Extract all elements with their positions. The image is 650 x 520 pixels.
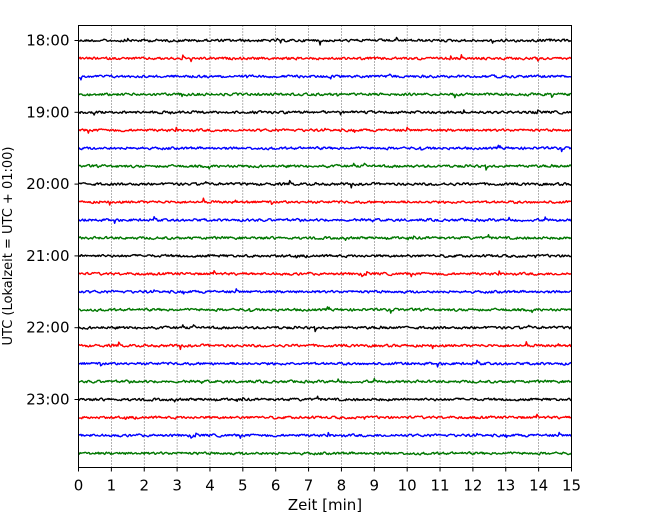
y-axis-label: UTC (Lokalzeit = UTC + 01:00)	[1, 147, 16, 346]
x-tick-label-1: 1	[107, 477, 117, 495]
x-tick-label-13: 13	[496, 477, 515, 495]
trace-line-7	[77, 144, 573, 153]
x-tick-label-0: 0	[74, 477, 84, 495]
trace-group	[77, 36, 573, 456]
trace-line-5	[78, 109, 573, 116]
trace-line-20	[78, 377, 572, 385]
y-tick-label-23:00: 23:00	[26, 391, 69, 409]
y-tick-label-22:00: 22:00	[26, 319, 69, 337]
x-tick-label-6: 6	[271, 477, 281, 495]
trace-line-2	[77, 54, 572, 63]
x-tick-label-12: 12	[463, 477, 482, 495]
x-tick-label-2: 2	[139, 477, 149, 495]
trace-line-15	[77, 288, 572, 295]
trace-line-12	[78, 233, 572, 241]
x-tick-label-9: 9	[370, 477, 380, 495]
x-axis: 0 1 2 3 4 5 6 7 8 9 10 11 12 13 14 15	[74, 467, 581, 495]
x-tick-label-11: 11	[430, 477, 449, 495]
plot-frame	[78, 25, 572, 468]
trace-line-4	[78, 92, 572, 99]
x-tick-label-14: 14	[529, 477, 548, 495]
trace-line-8	[78, 162, 573, 171]
x-tick-label-7: 7	[304, 477, 314, 495]
x-tick-label-5: 5	[238, 477, 248, 495]
x-tick-label-10: 10	[398, 477, 417, 495]
trace-line-21	[78, 395, 572, 403]
trace-line-23	[78, 431, 573, 439]
trace-line-14	[78, 269, 572, 278]
trace-line-18	[78, 341, 572, 351]
trace-line-9	[78, 179, 572, 189]
x-tick-label-3: 3	[172, 477, 182, 495]
trace-line-11	[77, 215, 572, 224]
trace-line-10	[78, 197, 572, 206]
trace-line-3	[78, 73, 572, 81]
x-tick-label-4: 4	[205, 477, 215, 495]
y-tick-label-20:00: 20:00	[26, 175, 69, 193]
x-tick-label-15: 15	[562, 477, 581, 495]
trace-line-22	[78, 413, 572, 420]
trace-line-16	[78, 306, 573, 314]
trace-line-24	[78, 451, 573, 456]
trace-line-17	[77, 324, 572, 333]
trace-line-6	[78, 126, 572, 134]
trace-line-1	[78, 36, 572, 46]
x-tick-label-8: 8	[337, 477, 347, 495]
x-axis-label: Zeit [min]	[288, 496, 362, 514]
y-tick-label-18:00: 18:00	[26, 32, 69, 50]
y-tick-label-21:00: 21:00	[26, 247, 69, 265]
trace-line-19	[77, 359, 573, 368]
trace-line-13	[77, 253, 572, 259]
y-tick-label-19:00: 19:00	[26, 103, 69, 121]
y-axis: 18:00 19:00 20:00 21:00 22:00 23:00	[26, 32, 79, 409]
